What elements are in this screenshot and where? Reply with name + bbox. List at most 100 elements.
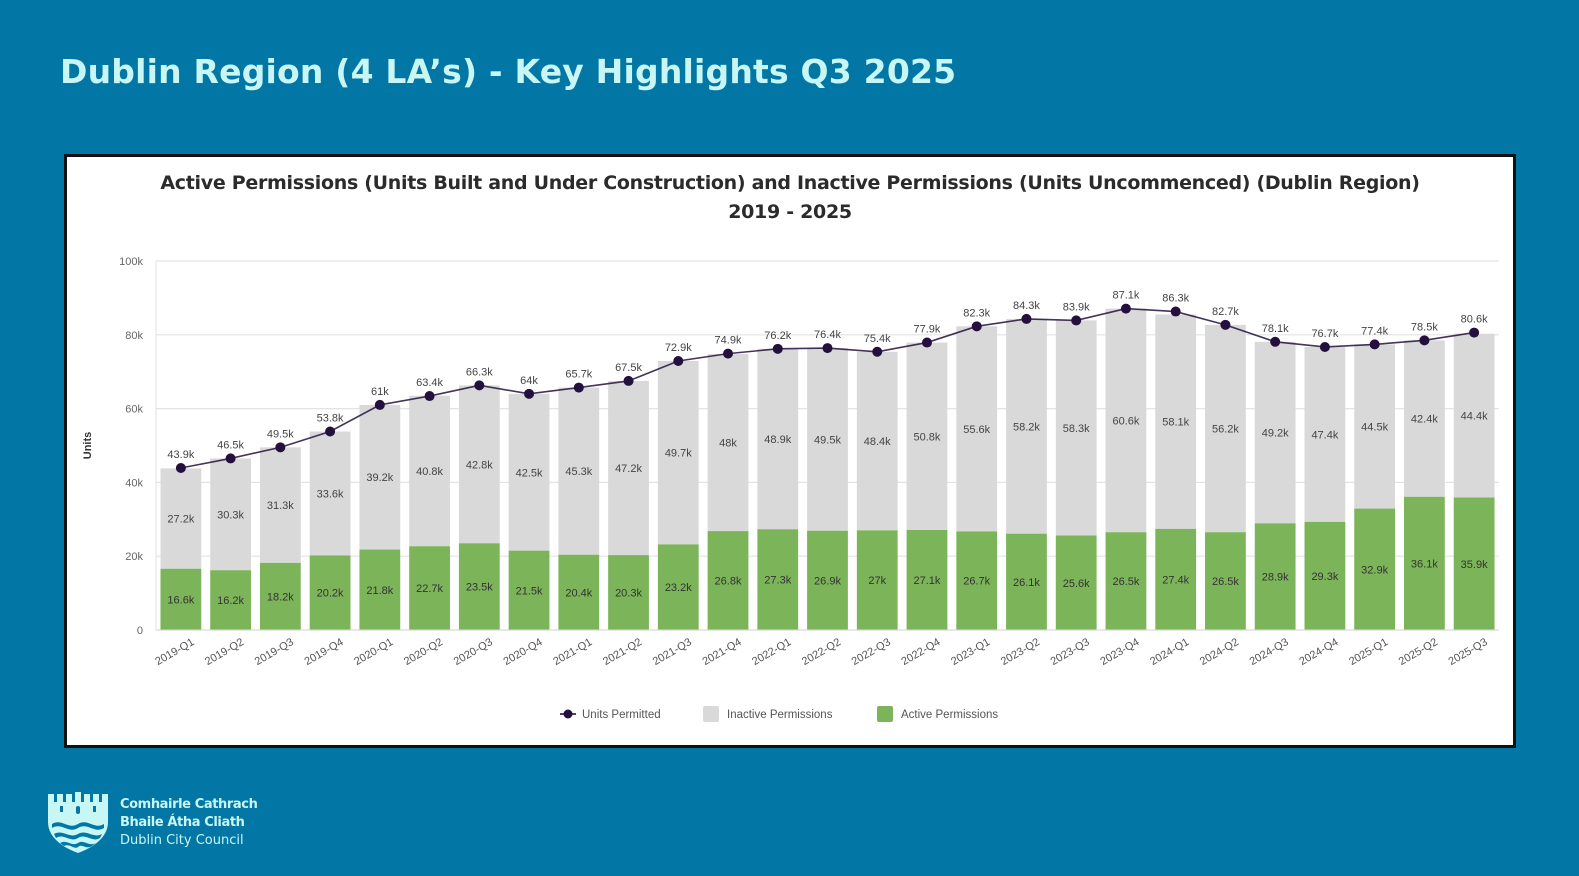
x-tick-label: 2021-Q1 [551, 636, 594, 668]
bar-inactive-permissions [1055, 320, 1097, 536]
legend-label-active-permissions: Active Permissions [901, 709, 998, 721]
point-units-permitted [1071, 315, 1082, 326]
data-label-inactive: 55.6k [963, 424, 990, 436]
x-tick-label: 2023-Q2 [999, 636, 1042, 668]
bar-active-permissions [508, 550, 550, 630]
bar-inactive-permissions [807, 348, 848, 531]
point-units-permitted [1469, 327, 1480, 338]
point-units-permitted [1120, 303, 1131, 314]
bar-inactive-permissions [210, 458, 252, 571]
chart-canvas: 0 20k 40k 60k 80k 100k Units 16.6k 27.2k 2019-Q1 1… [82, 256, 1499, 722]
data-label-inactive: 47.2k [615, 463, 642, 475]
data-label-inactive: 42.8k [466, 459, 493, 471]
data-label-active: 26.7k [963, 576, 990, 588]
bar-inactive-permissions [1155, 314, 1197, 529]
bar-inactive-permissions [608, 380, 649, 556]
x-tick-label: 2021-Q3 [651, 636, 694, 668]
data-label-units-permitted: 53.8k [317, 412, 344, 424]
data-label-units-permitted: 65.7k [565, 369, 592, 381]
x-tick-label: 2020-Q1 [352, 636, 395, 668]
data-label-active: 23.2k [665, 582, 692, 594]
data-label-inactive: 44.4k [1461, 411, 1488, 423]
x-tick-label: 2019-Q2 [203, 636, 246, 668]
data-label-active: 20.2k [317, 588, 344, 600]
bar-active-permissions [856, 530, 898, 630]
x-tick-label: 2022-Q4 [899, 636, 942, 668]
bar-active-permissions [608, 555, 649, 630]
data-label-units-permitted: 67.5k [615, 362, 642, 374]
chart-subtitle: 2019 - 2025 [728, 201, 852, 223]
y-tick-label: 20k [125, 551, 143, 563]
data-label-active: 21.5k [516, 585, 543, 597]
x-tick-label: 2022-Q2 [800, 636, 843, 668]
point-units-permitted [921, 337, 932, 348]
data-label-active: 26.8k [715, 576, 742, 588]
bar-active-permissions [359, 549, 401, 630]
data-label-units-permitted: 82.3k [963, 307, 990, 319]
point-units-permitted [1419, 335, 1430, 346]
data-label-units-permitted: 66.3k [466, 366, 493, 378]
bar-active-permissions [1006, 533, 1047, 630]
bar-inactive-permissions [1006, 318, 1047, 534]
data-label-inactive: 33.6k [317, 488, 344, 500]
bar-inactive-permissions [309, 431, 351, 556]
point-units-permitted [1170, 306, 1181, 317]
x-tick-label: 2020-Q4 [501, 636, 544, 668]
x-tick-label: 2024-Q1 [1148, 636, 1191, 668]
data-label-units-permitted: 63.4k [416, 377, 443, 389]
data-label-inactive: 45.3k [565, 466, 592, 478]
data-label-units-permitted: 49.5k [267, 428, 294, 440]
point-units-permitted [524, 388, 535, 399]
page-title: Dublin Region (4 LA’s) - Key Highlights … [60, 52, 957, 91]
x-tick-label: 2022-Q1 [750, 636, 793, 668]
data-label-inactive: 31.3k [267, 500, 294, 512]
data-label-units-permitted: 64k [520, 375, 538, 387]
council-name-irish-2: Bhaile Átha Cliath [120, 815, 245, 830]
data-label-inactive: 44.5k [1361, 421, 1388, 433]
x-tick-label: 2024-Q3 [1248, 636, 1291, 668]
data-label-inactive: 58.1k [1162, 417, 1189, 429]
bar-active-permissions [309, 555, 351, 630]
data-label-units-permitted: 74.9k [715, 335, 742, 347]
data-label-active: 25.6k [1063, 578, 1090, 590]
data-label-inactive: 42.4k [1411, 414, 1438, 426]
bar-inactive-permissions [409, 395, 450, 547]
data-label-inactive: 40.8k [416, 466, 443, 478]
x-tick-label: 2024-Q4 [1297, 636, 1340, 668]
point-units-permitted [673, 355, 684, 366]
bar-active-permissions [1354, 508, 1396, 630]
data-label-inactive: 42.5k [516, 467, 543, 479]
bar-active-permissions [458, 543, 500, 630]
bar-active-permissions [1453, 497, 1495, 630]
data-label-inactive: 27.2k [167, 514, 194, 526]
point-units-permitted [772, 343, 783, 354]
data-label-inactive: 49.2k [1262, 428, 1289, 440]
bar-inactive-permissions [359, 404, 401, 550]
data-label-active: 27.4k [1162, 574, 1189, 586]
bar-inactive-permissions [1105, 308, 1147, 533]
data-label-inactive: 48.9k [764, 434, 791, 446]
point-units-permitted [374, 399, 385, 410]
x-tick-label: 2020-Q3 [452, 636, 495, 668]
data-label-units-permitted: 76.7k [1311, 328, 1338, 340]
bar-inactive-permissions [1304, 346, 1346, 522]
data-label-units-permitted: 87.1k [1112, 290, 1139, 302]
x-tick-label: 2025-Q1 [1347, 636, 1390, 668]
data-label-units-permitted: 80.6k [1461, 314, 1488, 326]
legend-label-units-permitted: Units Permitted [582, 709, 661, 721]
legend-marker-active-permissions [877, 706, 893, 722]
data-label-units-permitted: 83.9k [1063, 301, 1090, 313]
data-label-units-permitted: 46.5k [217, 439, 244, 451]
dublin-city-council-logo: Comhairle Cathrach Bhaile Átha Cliath Du… [46, 792, 276, 856]
point-units-permitted [623, 375, 634, 386]
legend-marker-inactive-permissions [703, 706, 719, 722]
x-tick-label: 2023-Q1 [949, 636, 992, 668]
bar-active-permissions [1254, 523, 1296, 630]
data-label-units-permitted: 77.4k [1361, 325, 1388, 337]
bar-active-permissions [657, 544, 699, 630]
data-label-active: 35.9k [1461, 559, 1488, 571]
bar-inactive-permissions [956, 326, 998, 532]
bar-active-permissions [1055, 535, 1097, 630]
y-tick-label: 100k [119, 256, 143, 268]
council-name-english: Dublin City Council [120, 833, 244, 848]
